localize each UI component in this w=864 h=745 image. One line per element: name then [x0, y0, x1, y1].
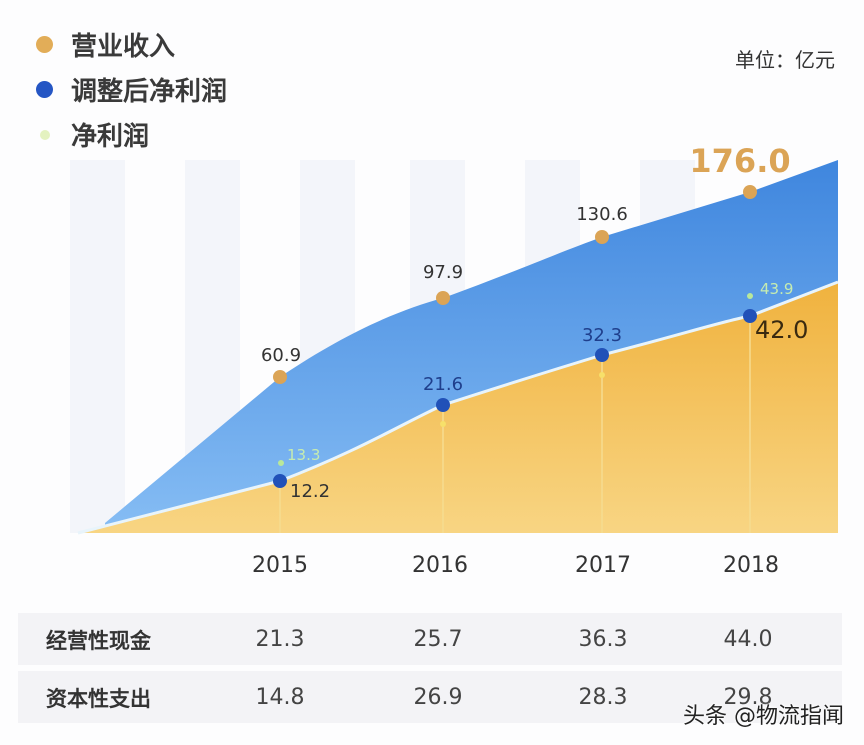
- table-cell: 25.7: [413, 627, 463, 652]
- unit-label: 单位：亿元: [735, 48, 835, 72]
- x-tick: 2018: [723, 553, 779, 578]
- legend-item-revenue: 营业收入: [36, 22, 227, 67]
- legend-label: 调整后净利润: [71, 77, 228, 107]
- net-profit-points: [278, 293, 753, 466]
- revenue-label-2016: 97.9: [423, 262, 463, 283]
- watermark: 头条 @物流指闻: [683, 704, 844, 729]
- area-chart: 60.9 97.9 130.6 176.0 12.2 21.6 32.3 42.…: [77, 142, 839, 535]
- row-label: 经营性现金: [46, 629, 151, 653]
- profit-area: [78, 282, 838, 533]
- adj-profit-label-2015: 12.2: [290, 481, 330, 502]
- adj-profit-label-2016: 21.6: [423, 374, 463, 395]
- revenue-dot-icon: [36, 36, 53, 53]
- row-label: 资本性支出: [46, 687, 151, 711]
- data-table: 经营性现金 21.3 25.7 36.3 44.0 资本性支出 14.8 26.…: [18, 613, 842, 729]
- adjusted-profit-points: [273, 309, 757, 488]
- legend-item-adjusted-net-profit: 调整后净利润: [36, 67, 227, 112]
- table-cell: 29.8: [723, 685, 773, 710]
- table-row-operating-cash: 经营性现金 21.3 25.7 36.3 44.0: [18, 613, 842, 665]
- table-cell: 36.3: [578, 627, 628, 652]
- legend-label: 营业收入: [71, 32, 176, 62]
- adj-profit-label-2017: 32.3: [582, 325, 622, 346]
- x-tick: 2017: [575, 553, 631, 578]
- adj-profit-label-2018: 42.0: [755, 316, 808, 344]
- net-profit-label-2015: 13.3: [287, 446, 320, 464]
- revenue-points: [273, 185, 757, 384]
- net-profit-dot-icon: [40, 129, 50, 140]
- revenue-label-2017: 130.6: [576, 204, 628, 225]
- table-row-capex: 资本性支出 14.8 26.9 28.3 29.8: [18, 671, 842, 723]
- revenue-label-2018: 176.0: [689, 142, 790, 180]
- x-axis: 2015 2016 2017 2018: [0, 553, 864, 583]
- table-cell: 26.9: [413, 685, 463, 710]
- profit-line: [77, 280, 839, 535]
- x-tick: 2015: [252, 553, 308, 578]
- table-cell: 14.8: [255, 685, 305, 710]
- table-cell: 21.3: [255, 627, 305, 652]
- legend-label: 净利润: [71, 122, 150, 152]
- table-cell: 44.0: [723, 627, 773, 652]
- net-profit-label-2018: 43.9: [760, 280, 793, 298]
- table-cell: 28.3: [578, 685, 628, 710]
- x-tick: 2016: [412, 553, 468, 578]
- adjusted-net-profit-dot-icon: [36, 81, 53, 98]
- revenue-label-2015: 60.9: [261, 345, 301, 366]
- legend: 营业收入 调整后净利润 净利润: [36, 22, 227, 157]
- legend-item-net-profit: 净利润: [36, 112, 227, 157]
